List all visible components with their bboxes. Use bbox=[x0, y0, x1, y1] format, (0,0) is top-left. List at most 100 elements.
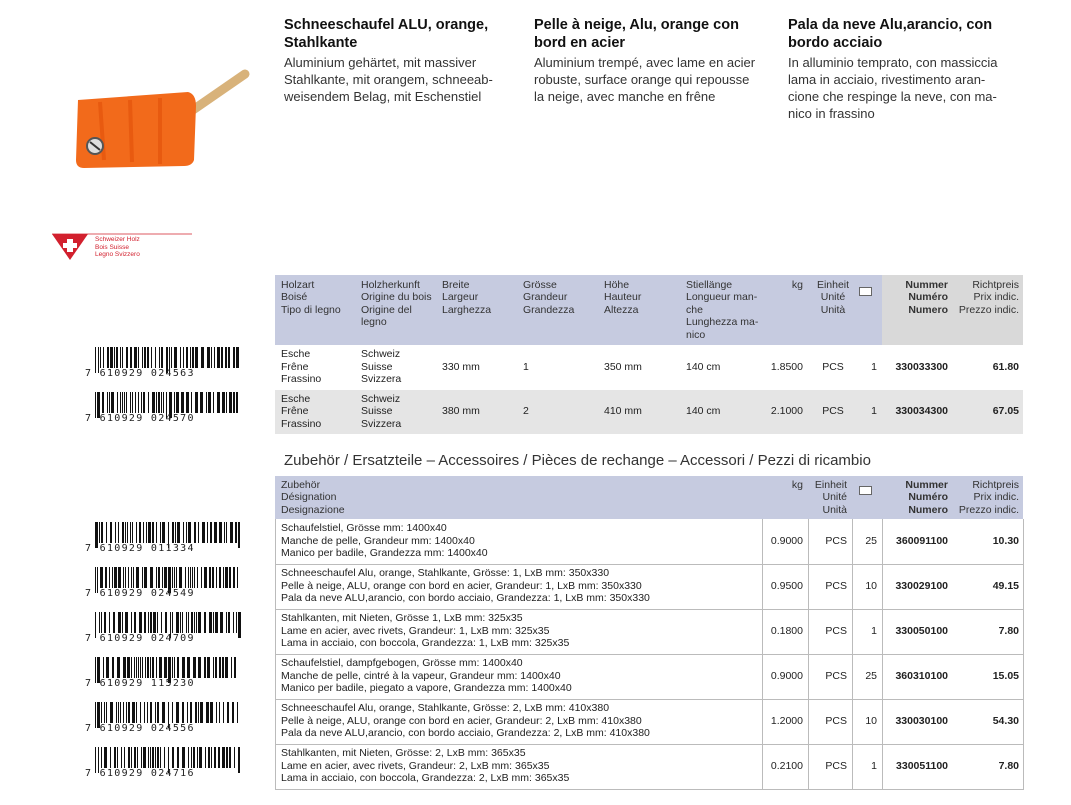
product-title: Pala da neve Alu,arancio, con bordo accia… bbox=[788, 16, 992, 52]
barcode-number: 7 610929 011334 bbox=[85, 543, 195, 554]
row-divider bbox=[275, 609, 1023, 610]
table-cell-line: 140 cm bbox=[686, 360, 721, 373]
column-header: Einheit Unité Unità bbox=[817, 279, 849, 316]
table-cell-line: Frêne bbox=[281, 405, 309, 418]
table-cell: 330050100 bbox=[895, 625, 948, 637]
table-cell-line: PCS bbox=[822, 360, 844, 373]
table-cell: Esche Frêne Frassino bbox=[281, 393, 321, 430]
table-cell-line: Schaufelstiel, dampfgebogen, Grösse mm: … bbox=[281, 657, 523, 670]
table-cell-line: 10 bbox=[865, 579, 877, 592]
table-cell: PCS bbox=[825, 580, 847, 592]
product-text-line: weisendem Belag, mit Eschenstiel bbox=[284, 89, 482, 104]
column-header: kg bbox=[792, 279, 803, 291]
table-cell: 7.80 bbox=[999, 625, 1019, 637]
table-cell-line: Suisse bbox=[361, 360, 393, 373]
section-title: Zubehör / Ersatzteile – Accessoires / Pi… bbox=[284, 452, 871, 469]
product-title-line: Stahlkante bbox=[284, 35, 358, 51]
barcode-bars bbox=[95, 612, 241, 638]
table-cell: 2 bbox=[523, 405, 529, 417]
column-header-line: Lunghezza ma- bbox=[686, 316, 759, 329]
column-header-line: kg bbox=[791, 479, 803, 491]
table-cell-line: Schneeschaufel Alu, orange, Stahlkante, … bbox=[281, 567, 610, 580]
table-cell-line: 2.1000 bbox=[770, 405, 803, 418]
product-title-line: bord en acier bbox=[534, 35, 626, 51]
table-cell-line: 330034300 bbox=[895, 405, 948, 418]
table-cell-line: 0.9000 bbox=[770, 534, 803, 547]
table-cell-line: Manico per badile, Grandezza mm: 1400x40 bbox=[281, 547, 488, 560]
table-header bbox=[275, 476, 1023, 519]
table-cell-line: Schweiz bbox=[361, 392, 401, 405]
table-cell-line: 140 cm bbox=[686, 405, 721, 418]
unit-icon bbox=[859, 287, 872, 296]
table-cell: 1.8500 bbox=[771, 361, 803, 373]
table-cell-line: 2 bbox=[523, 405, 529, 418]
table-cell: 330030100 bbox=[895, 715, 948, 727]
product-text-line: In alluminio temprato, con massiccia bbox=[788, 55, 998, 70]
table-cell-line: Lame en acier, avec rivets, Grandeur: 2,… bbox=[281, 759, 550, 772]
table-cell-line: 330051100 bbox=[896, 759, 948, 772]
table-cell-line: 10 bbox=[865, 714, 877, 727]
column-header-line: Holzart bbox=[281, 279, 315, 291]
table-cell-line: Esche bbox=[281, 348, 311, 361]
table-cell-line: 330050100 bbox=[895, 624, 948, 637]
column-header-line: Boisé bbox=[281, 291, 308, 304]
product-text-line: nico in frassino bbox=[788, 106, 875, 121]
table-cell: 350 mm bbox=[604, 361, 642, 373]
table-cell: 25 bbox=[865, 535, 877, 547]
column-header: Nummer Numéro Numero bbox=[905, 479, 948, 516]
table-cell-line: Manche de pelle, Grandeur mm: 1400x40 bbox=[281, 534, 475, 547]
table-cell: PCS bbox=[825, 535, 847, 547]
column-header-line: Nummer bbox=[905, 279, 948, 291]
barcode-bars bbox=[95, 391, 238, 418]
product-text-line: lama in acciaio, rivestimento aran- bbox=[788, 72, 986, 87]
table-cell: 7.80 bbox=[999, 760, 1019, 772]
table-cell-line: 15.05 bbox=[992, 669, 1019, 682]
table-cell: 360310100 bbox=[895, 670, 948, 682]
table-cell-line: Schneeschaufel Alu, orange, Stahlkante, … bbox=[281, 702, 610, 715]
table-cell-line: PCS bbox=[825, 579, 847, 592]
table-cell-line: Suisse bbox=[361, 405, 393, 418]
column-header-line: Unité bbox=[822, 491, 847, 504]
table-cell-line: Schaufelstiel, Grösse mm: 1400x40 bbox=[281, 522, 447, 535]
table-cell-line: 1 bbox=[871, 360, 877, 373]
row-divider bbox=[275, 744, 1023, 745]
table-cell: 67.05 bbox=[993, 405, 1019, 417]
product-text-line: cione che respinge la neve, con ma- bbox=[788, 89, 997, 104]
column-header-line: Tipo di legno bbox=[281, 303, 341, 316]
column-header-line: Einheit bbox=[816, 279, 850, 291]
product-text-line: la neige, avec manche en frêne bbox=[534, 89, 716, 104]
column-header: Stiellänge Longueur man-che Lunghezza ma-n… bbox=[686, 279, 758, 341]
table-cell: 1 bbox=[871, 625, 877, 637]
unit-icon bbox=[859, 486, 872, 495]
logo-text-line: Legno Svizzero bbox=[95, 251, 140, 258]
column-header-line: Grandezza bbox=[523, 303, 575, 316]
column-header-line: Designazione bbox=[281, 503, 345, 516]
column-header-line: Numero bbox=[908, 303, 948, 316]
table-cell-line: Stahlkanten, mit Nieten, Grösse 1, LxB m… bbox=[281, 612, 523, 625]
product-text: Aluminium gehärtet, mit massiver Stahlkan… bbox=[284, 54, 493, 105]
product-text-line: Stahlkante, mit orangem, schneeab- bbox=[284, 72, 493, 87]
table-cell-line: PCS bbox=[825, 534, 847, 547]
table-cell-line: PCS bbox=[825, 759, 847, 772]
table-cell: 330 mm bbox=[442, 361, 480, 373]
table-cell: 49.15 bbox=[993, 580, 1019, 592]
column-header: Zubehör Désignation Designazione bbox=[281, 479, 345, 516]
column-header-line: Longueur man- bbox=[686, 291, 758, 304]
table-cell-line: 0.2100 bbox=[770, 759, 803, 772]
column-header-line: Numéro bbox=[908, 491, 948, 504]
table-cell: 0.9000 bbox=[771, 535, 803, 547]
table-cell: 54.30 bbox=[993, 715, 1019, 727]
table-cell: PCS bbox=[825, 760, 847, 772]
table-cell-line: Pelle à neige, ALU, orange con bord en a… bbox=[281, 579, 642, 592]
column-header-line: Larghezza bbox=[442, 303, 492, 316]
barcode-bars bbox=[95, 567, 238, 593]
table-cell: Schweiz Suisse Svizzera bbox=[361, 393, 401, 430]
column-header-line: Grandeur bbox=[523, 291, 568, 304]
column-header-line: Unité bbox=[820, 291, 846, 304]
column-header-line: Prezzo indic. bbox=[958, 303, 1019, 316]
table-cell-line: 1.8500 bbox=[770, 360, 803, 373]
table-cell: 1.2000 bbox=[771, 715, 803, 727]
table-cell: Schweiz Suisse Svizzera bbox=[361, 348, 401, 385]
column-header-line: Nummer bbox=[905, 479, 948, 491]
table-cell-line: 360310100 bbox=[895, 669, 948, 682]
